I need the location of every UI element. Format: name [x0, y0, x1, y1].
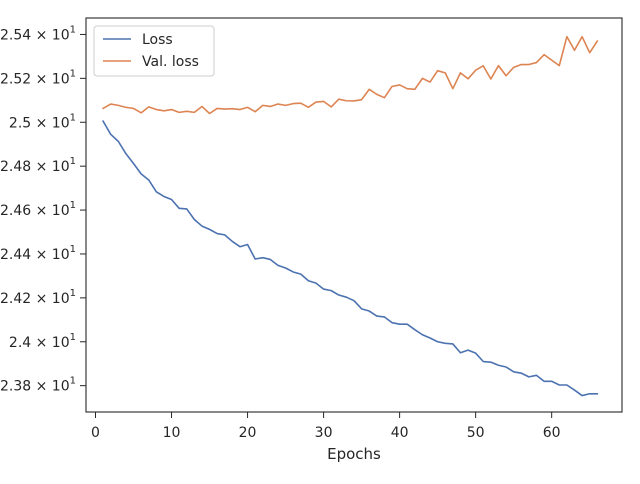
legend-label: Val. loss [142, 54, 199, 70]
y-tick-label: 2.42 × 101 [0, 288, 76, 307]
x-tick-label: 20 [239, 425, 257, 441]
y-tick-label: 2.5 × 101 [9, 112, 76, 131]
y-tick-label: 2.52 × 101 [0, 68, 76, 87]
plot-frame [85, 17, 623, 413]
y-tick-label: 2.48 × 101 [0, 156, 76, 175]
series-line-val-loss [102, 35, 599, 115]
y-tick-label: 2.38 × 101 [0, 376, 76, 395]
x-tick-label: 0 [91, 425, 100, 441]
series-line-loss [102, 120, 599, 397]
y-tick-label: 2.44 × 101 [0, 244, 76, 263]
x-tick-label: 60 [543, 425, 561, 441]
legend-label: Loss [142, 32, 173, 48]
tick-labels: 0 10 20 30 40 50 60 2.38 × 101 2.4 × 101 2.42 × 1… [0, 24, 561, 441]
x-axis-label: Epochs [327, 445, 381, 463]
x-tick-label: 30 [315, 425, 333, 441]
x-tick-label: 10 [163, 425, 181, 441]
y-tick-label: 2.46 × 101 [0, 200, 76, 219]
y-tick-label: 2.54 × 101 [0, 24, 76, 43]
x-tick-label: 40 [391, 425, 409, 441]
y-tick-label: 2.4 × 101 [9, 332, 76, 351]
axes [80, 17, 623, 418]
series-lines [102, 35, 599, 397]
legend: Loss Val. loss [93, 25, 215, 77]
x-tick-label: 50 [467, 425, 485, 441]
